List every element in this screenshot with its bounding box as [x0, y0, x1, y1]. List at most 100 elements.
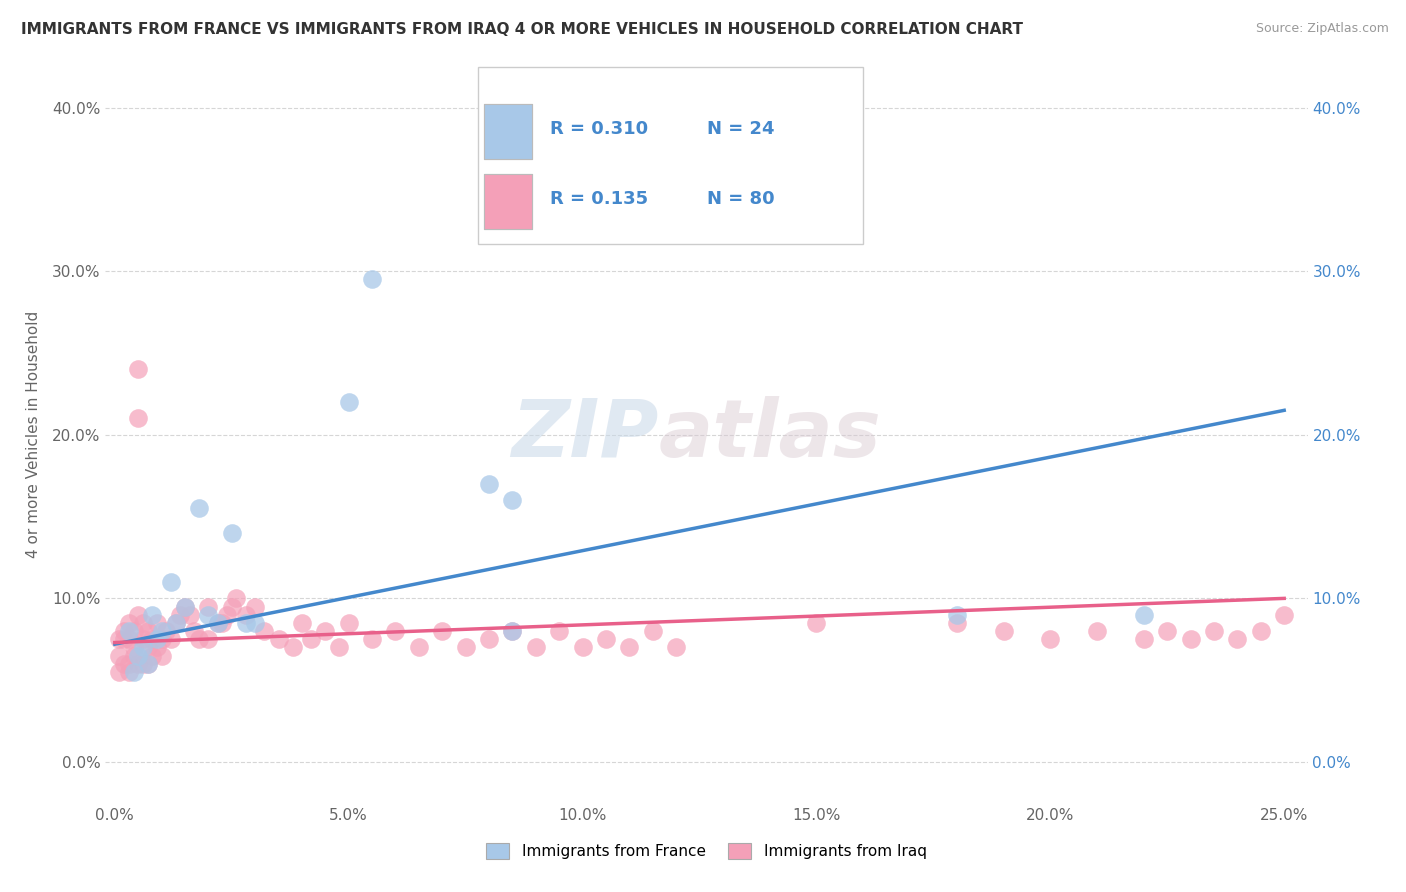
Point [112, 657, 135, 671]
Point [1250, 624, 1272, 639]
Point [595, 632, 617, 647]
Point [118, 624, 141, 639]
Point [1039, 632, 1062, 647]
Point [136, 657, 159, 671]
Point [160, 632, 183, 647]
Point [165, 615, 187, 630]
Point [501, 624, 523, 639]
Point [150, 624, 173, 639]
Point [361, 272, 384, 286]
Point [207, 615, 229, 630]
Point [337, 615, 360, 630]
Point [235, 607, 257, 622]
Point [1202, 624, 1225, 639]
Point [806, 615, 828, 630]
FancyBboxPatch shape [478, 67, 863, 244]
Text: IMMIGRANTS FROM FRANCE VS IMMIGRANTS FROM IRAQ 4 OR MORE VEHICLES IN HOUSEHOLD C: IMMIGRANTS FROM FRANCE VS IMMIGRANTS FRO… [21, 22, 1024, 37]
Point [197, 632, 219, 647]
Point [1085, 624, 1108, 639]
Point [132, 657, 155, 671]
Point [454, 640, 477, 655]
Point [150, 648, 173, 663]
Point [478, 632, 501, 647]
Point [118, 657, 141, 671]
Text: ZIP: ZIP [510, 396, 658, 474]
Point [183, 624, 205, 639]
Point [118, 632, 141, 647]
Point [328, 640, 350, 655]
Point [571, 640, 593, 655]
Point [1133, 632, 1156, 647]
Point [945, 615, 967, 630]
Point [127, 657, 149, 671]
Point [127, 411, 149, 425]
Point [160, 574, 183, 589]
Point [132, 640, 155, 655]
Point [136, 624, 159, 639]
Text: atlas: atlas [658, 396, 882, 474]
Point [235, 615, 257, 630]
Point [1226, 632, 1249, 647]
Point [291, 615, 314, 630]
FancyBboxPatch shape [484, 174, 533, 229]
Point [211, 615, 233, 630]
Point [299, 632, 322, 647]
FancyBboxPatch shape [484, 103, 533, 159]
Point [501, 624, 523, 639]
Point [118, 665, 141, 679]
Point [127, 362, 149, 376]
Point [127, 648, 149, 663]
Point [165, 615, 187, 630]
Point [108, 665, 131, 679]
Point [118, 615, 141, 630]
Point [122, 648, 145, 663]
Point [108, 648, 131, 663]
Text: Source: ZipAtlas.com: Source: ZipAtlas.com [1256, 22, 1389, 36]
Point [1133, 607, 1156, 622]
Point [146, 640, 169, 655]
Point [112, 632, 135, 647]
Point [253, 624, 276, 639]
Point [207, 615, 229, 630]
Point [267, 632, 290, 647]
Point [665, 640, 688, 655]
Point [221, 599, 243, 614]
Point [408, 640, 430, 655]
Point [132, 615, 155, 630]
Point [188, 501, 211, 516]
Point [112, 624, 135, 639]
Point [127, 607, 149, 622]
Point [337, 395, 360, 409]
Point [136, 657, 159, 671]
Point [197, 607, 219, 622]
Point [132, 632, 155, 647]
Legend: Immigrants from France, Immigrants from Iraq: Immigrants from France, Immigrants from … [481, 837, 932, 865]
Point [122, 624, 145, 639]
Text: N = 24: N = 24 [707, 120, 775, 138]
Point [524, 640, 547, 655]
Text: R = 0.310: R = 0.310 [550, 120, 648, 138]
Point [1180, 632, 1202, 647]
Point [548, 624, 571, 639]
Point [641, 624, 664, 639]
Point [281, 640, 304, 655]
Point [478, 476, 501, 491]
Point [122, 640, 145, 655]
Point [993, 624, 1015, 639]
Point [221, 525, 243, 540]
Point [141, 632, 163, 647]
FancyBboxPatch shape [484, 103, 533, 159]
Text: N = 80: N = 80 [707, 190, 775, 209]
Point [150, 632, 173, 647]
Point [1156, 624, 1178, 639]
Y-axis label: 4 or more Vehicles in Household: 4 or more Vehicles in Household [25, 311, 41, 558]
Point [945, 607, 967, 622]
Point [174, 599, 197, 614]
Point [619, 640, 641, 655]
Point [197, 599, 219, 614]
Point [141, 648, 163, 663]
Point [108, 632, 131, 647]
Point [384, 624, 406, 639]
Point [225, 591, 247, 606]
Point [314, 624, 336, 639]
